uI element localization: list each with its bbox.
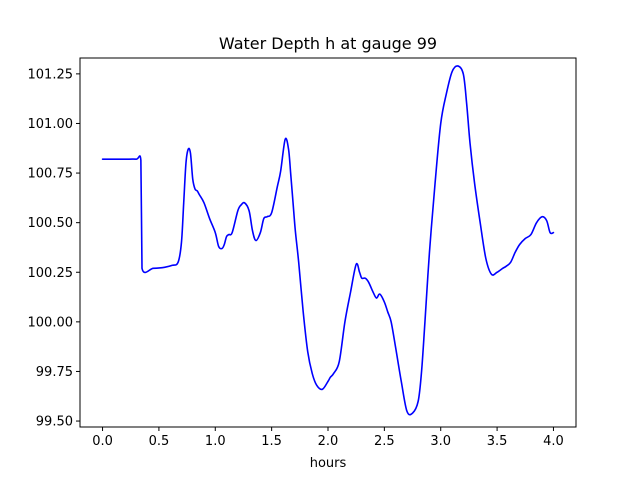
x-tick-label: 1.5 [261, 434, 282, 449]
y-tick-label: 101.25 [28, 67, 74, 82]
y-tick-label: 100.25 [28, 266, 74, 281]
y-axis: 99.50 99.75 100.00 100.25 100.50 100.75 101.00… [28, 67, 80, 430]
series-layer [101, 65, 555, 416]
x-tick-label: 1.0 [205, 434, 226, 449]
chart-title: Water Depth h at gauge 99 [219, 34, 437, 53]
x-axis: 0.0 0.5 1.0 1.5 2.0 2.5 3.0 3.5 4.0 [92, 427, 564, 449]
x-tick-label: 2.0 [318, 434, 339, 449]
y-tick-label: 100.00 [28, 315, 74, 330]
x-axis-label: hours [310, 456, 347, 471]
y-tick-label: 99.75 [36, 365, 73, 380]
y-tick-label: 99.50 [36, 415, 73, 430]
x-tick-label: 4.0 [543, 434, 564, 449]
x-tick-label: 3.5 [487, 434, 508, 449]
plot-area [80, 58, 576, 427]
series-line [101, 65, 555, 416]
x-tick-label: 2.5 [374, 434, 395, 449]
y-tick-label: 100.75 [28, 167, 74, 182]
x-tick-label: 3.0 [430, 434, 451, 449]
x-tick-label: 0.0 [92, 434, 113, 449]
y-tick-label: 100.50 [28, 216, 74, 231]
x-tick-label: 0.5 [149, 434, 170, 449]
y-tick-label: 101.00 [28, 117, 74, 132]
